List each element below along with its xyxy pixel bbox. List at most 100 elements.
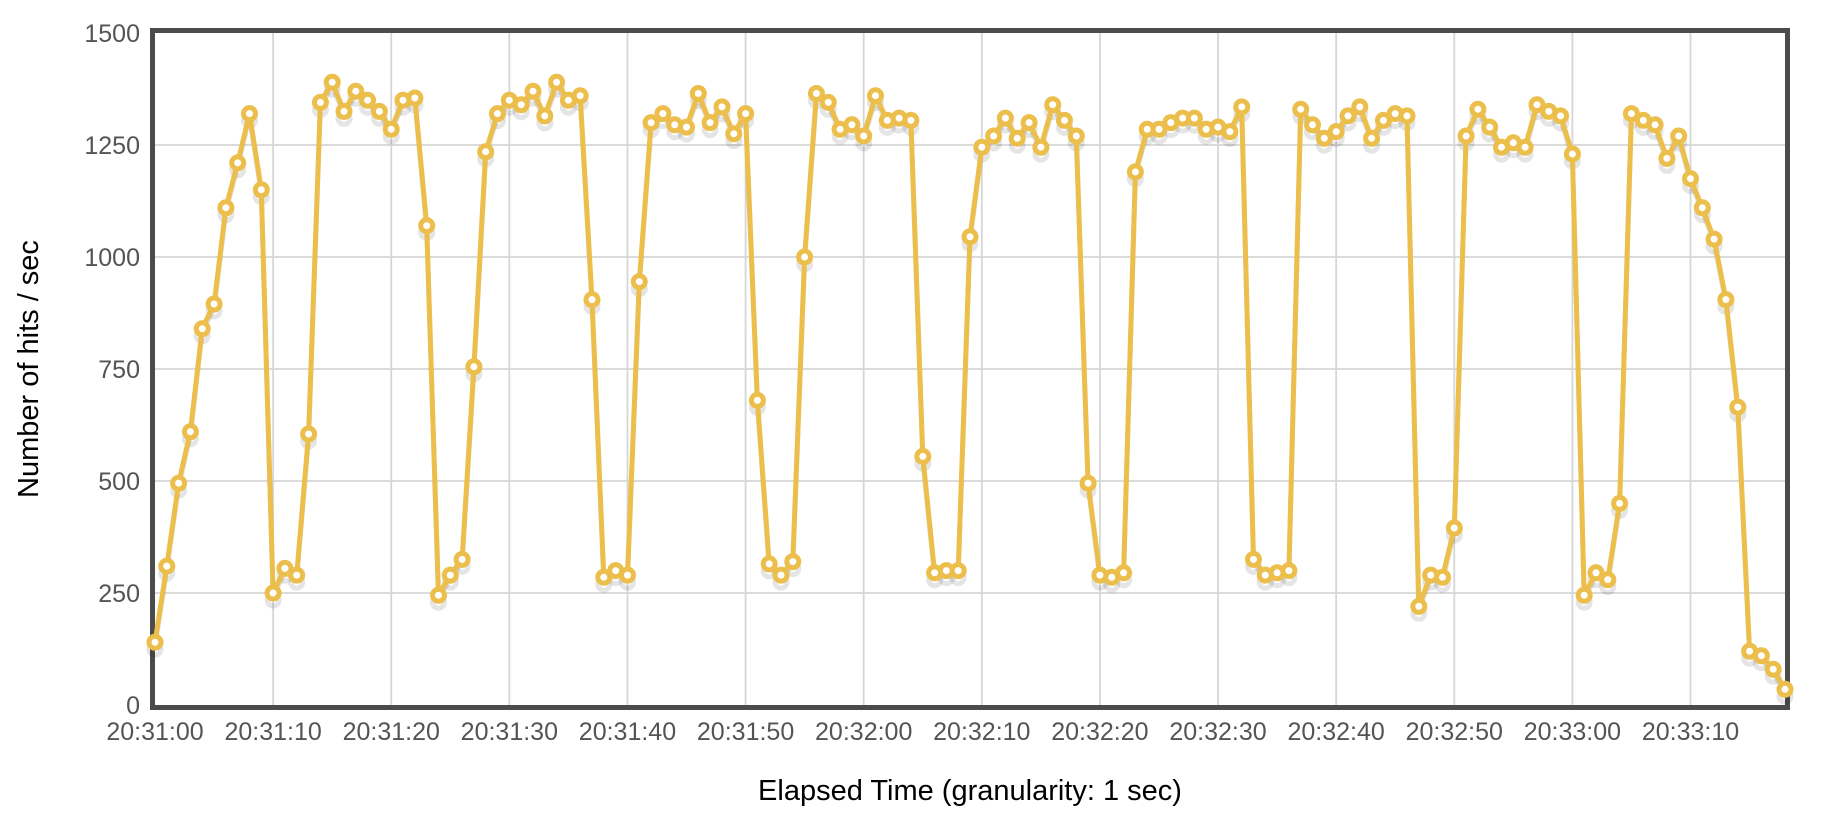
series-line-layer — [152, 79, 1788, 692]
data-point-marker — [1481, 118, 1499, 136]
data-point-marker — [335, 102, 353, 120]
x-tick-label: 20:31:30 — [461, 718, 558, 746]
data-point-marker — [441, 566, 459, 584]
y-tick-label: 500 — [98, 468, 140, 496]
data-point-marker — [1599, 571, 1617, 589]
data-point-marker — [359, 91, 377, 109]
data-point-marker — [1469, 100, 1487, 118]
data-point-marker — [453, 550, 471, 568]
data-point-marker — [654, 105, 672, 123]
data-point-marker — [489, 105, 506, 123]
data-point-marker — [1374, 111, 1392, 129]
data-point-marker — [465, 358, 483, 376]
y-tick-label: 250 — [98, 580, 140, 608]
y-tick-label: 1500 — [84, 20, 140, 48]
data-point-marker — [158, 557, 176, 575]
x-tick-label: 20:31:10 — [224, 718, 321, 746]
y-tick-label: 750 — [98, 356, 140, 384]
data-point-marker — [737, 105, 755, 123]
data-point-marker — [961, 228, 979, 246]
data-point-marker — [1729, 398, 1747, 416]
x-tick-label: 20:31:20 — [343, 718, 440, 746]
data-point-marker — [1693, 199, 1711, 217]
data-point-marker — [1020, 114, 1038, 132]
data-point-marker — [689, 85, 707, 102]
y-axis-tick-labels: 0 250 500 750 1000 1250 1500 — [84, 20, 140, 720]
x-tick-label: 20:33:00 — [1524, 718, 1621, 746]
data-point-marker — [1221, 123, 1239, 141]
x-tick-label: 20:31:40 — [579, 718, 676, 746]
data-point-marker — [536, 107, 554, 125]
data-point-marker — [1315, 129, 1333, 147]
data-point-marker — [1233, 98, 1251, 116]
data-point-marker — [772, 566, 790, 584]
data-point-marker — [619, 566, 636, 584]
data-point-marker — [867, 87, 884, 105]
data-point-marker — [914, 447, 932, 465]
x-tick-label: 20:32:10 — [933, 718, 1030, 746]
data-point-marker — [1587, 564, 1605, 582]
x-tick-label: 20:32:20 — [1051, 718, 1148, 746]
grid-lines — [155, 33, 1785, 705]
data-point-marker — [1339, 107, 1357, 125]
data-point-marker — [524, 82, 542, 100]
data-point-marker — [1245, 550, 1262, 568]
data-point-marker — [1410, 597, 1428, 615]
data-point-marker — [1434, 568, 1451, 586]
series-line-shadow — [152, 83, 1788, 696]
data-point-marker — [1764, 660, 1782, 678]
data-point-marker — [1079, 474, 1097, 492]
data-point-marker — [1008, 129, 1026, 147]
data-point-marker — [996, 109, 1014, 127]
data-point-marker — [170, 474, 188, 492]
data-point-marker — [583, 291, 601, 309]
data-point-marker — [1563, 145, 1581, 163]
data-point-marker — [1067, 127, 1085, 145]
data-point-marker — [1150, 120, 1168, 138]
data-point-marker — [784, 553, 802, 571]
data-point-marker — [1682, 170, 1699, 188]
data-point-marker — [678, 118, 695, 136]
data-point-marker — [973, 138, 991, 156]
data-point-marker — [630, 273, 648, 291]
data-point-marker — [701, 114, 719, 132]
data-point-marker — [1351, 98, 1369, 116]
data-point-marker — [796, 248, 814, 266]
data-point-marker — [1044, 96, 1062, 114]
data-point-markers — [146, 73, 1794, 698]
data-point-marker — [406, 89, 424, 107]
x-tick-label: 20:32:30 — [1169, 718, 1266, 746]
data-point-marker — [252, 181, 270, 199]
y-tick-label: 0 — [126, 692, 140, 720]
series-shadow-layer — [146, 80, 1794, 705]
data-point-marker — [1705, 230, 1723, 248]
data-point-marker — [418, 217, 436, 235]
data-point-marker — [748, 391, 766, 409]
data-point-marker — [595, 568, 613, 586]
data-point-marker — [1185, 109, 1203, 127]
data-point-marker — [1126, 163, 1144, 181]
x-axis-tick-labels: 20:31:00 20:31:10 20:31:20 20:31:30 20:31:40… — [106, 718, 1739, 746]
data-point-marker — [1398, 107, 1416, 125]
data-point-marker — [1032, 138, 1050, 156]
data-point-marker — [512, 96, 530, 114]
data-point-marker — [430, 586, 447, 604]
data-point-marker — [760, 555, 778, 573]
data-point-marker — [241, 105, 258, 123]
data-point-marker — [1292, 100, 1310, 118]
data-point-marker — [276, 559, 294, 577]
data-point-marker — [1327, 123, 1345, 141]
data-point-marker — [985, 127, 1003, 145]
x-tick-label: 20:31:00 — [106, 718, 203, 746]
data-point-marker — [477, 143, 495, 161]
data-point-marker — [323, 73, 341, 91]
data-point-marker — [217, 199, 235, 217]
data-point-marker — [548, 73, 566, 91]
data-point-marker — [1115, 564, 1133, 582]
data-point-marker — [146, 633, 164, 651]
data-point-marker — [1528, 96, 1546, 114]
data-point-marker — [571, 87, 589, 105]
data-point-marker — [1670, 127, 1688, 145]
